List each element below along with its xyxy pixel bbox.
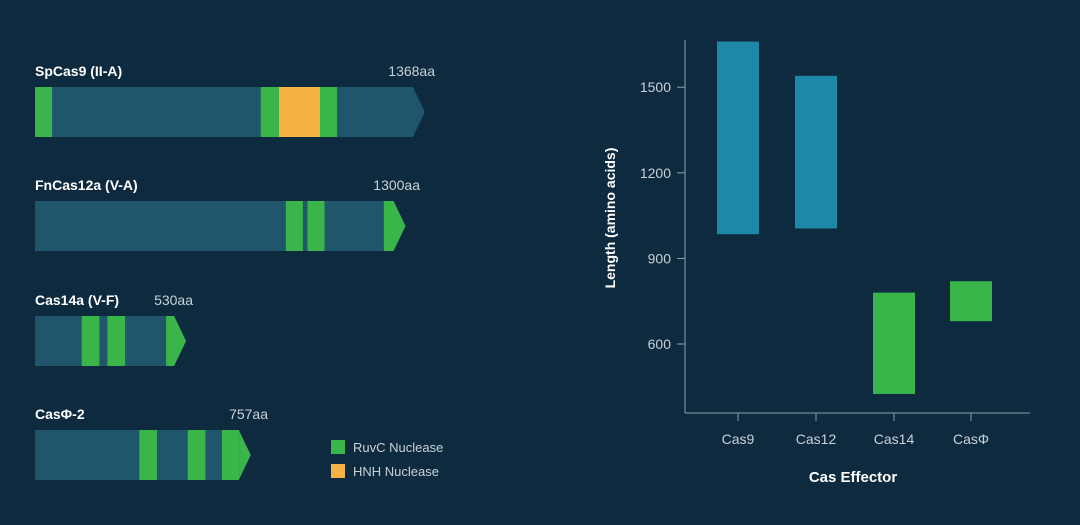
x-tick-label: Cas14 [874, 431, 915, 447]
ruvc-domain [307, 201, 325, 251]
ruvc-domain [260, 87, 279, 137]
range-bar [795, 75, 837, 229]
ruvc-domain [35, 87, 53, 137]
x-axis-title: Cas Effector [809, 469, 898, 486]
protein-length-label: 1368aa [388, 63, 435, 79]
protein-length-label: 530aa [154, 292, 193, 308]
y-tick-label: 900 [648, 250, 672, 266]
legend-entry: HNH Nuclease [331, 464, 439, 479]
protein-name: FnCas12a (V-A) [35, 177, 138, 193]
range-bar [873, 292, 915, 394]
protein-name: CasΦ-2 [35, 406, 85, 422]
protein-domains [139, 430, 251, 480]
protein-domains [35, 87, 338, 137]
protein-length-label: 757aa [229, 406, 268, 422]
protein-row: Cas14a (V-F) 530aa [35, 292, 193, 366]
x-tick-label: Cas9 [722, 431, 755, 447]
ruvc-domain [221, 430, 240, 480]
ruvc-domain [139, 430, 157, 480]
legend-label: HNH Nuclease [353, 464, 439, 479]
hnh-domain [278, 87, 320, 137]
ruvc-domain [383, 201, 406, 251]
protein-row: CasΦ-2 757aa [35, 406, 268, 480]
ruvc-domain [166, 316, 187, 366]
protein-domain-diagram: SpCas9 (II-A) 1368aa FnCas12a (V-A) 1300aa C… [35, 63, 435, 480]
ruvc-domain [320, 87, 338, 137]
protein-body [35, 87, 425, 137]
protein-row: FnCas12a (V-A) 1300aa [35, 177, 420, 251]
y-tick-label: 1500 [640, 79, 671, 95]
protein-body [35, 201, 406, 251]
legend-swatch [331, 464, 345, 478]
legend-label: RuvC Nuclease [353, 440, 443, 455]
ruvc-domain [285, 201, 303, 251]
protein-length-label: 1300aa [373, 177, 420, 193]
ruvc-domain [81, 316, 100, 366]
y-tick-label: 1200 [640, 165, 671, 181]
y-axis-title: Length (amino acids) [602, 148, 618, 289]
x-tick-label: Cas12 [796, 431, 837, 447]
legend-entry: RuvC Nuclease [331, 440, 443, 455]
protein-row: SpCas9 (II-A) 1368aa [35, 63, 435, 137]
ruvc-domain [239, 430, 251, 480]
legend-swatch [331, 440, 345, 454]
length-range-chart: 600 900 1200 1500 Cas9 Cas12 Cas14 CasΦ Cas Effe… [602, 40, 1030, 486]
ruvc-domain [107, 316, 126, 366]
range-bar [717, 41, 759, 235]
protein-name: Cas14a (V-F) [35, 292, 119, 308]
ruvc-domain [187, 430, 206, 480]
legend: RuvC Nuclease HNH Nuclease [331, 440, 443, 479]
range-bar [950, 281, 992, 322]
y-tick-label: 600 [648, 336, 672, 352]
protein-name: SpCas9 (II-A) [35, 63, 122, 79]
x-tick-label: CasΦ [953, 431, 989, 447]
